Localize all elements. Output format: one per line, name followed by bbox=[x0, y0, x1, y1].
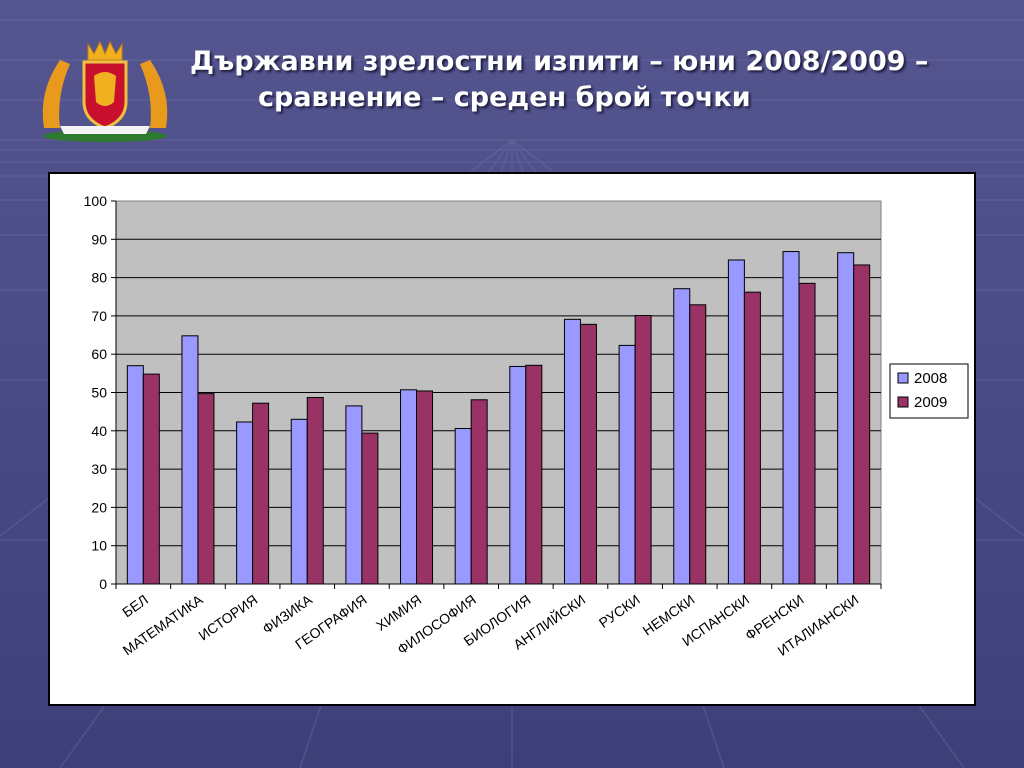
y-tick-label: 80 bbox=[91, 270, 107, 286]
x-tick-label: БЕЛ bbox=[119, 591, 151, 620]
coat-of-arms-logo bbox=[42, 40, 168, 142]
chart-frame: 0 10 20 30 40 50 60 70 80 90 100 БЕЛ МАТЕМАТИКА ИСТОР… bbox=[48, 172, 976, 706]
crown-icon bbox=[87, 40, 123, 61]
legend-swatch bbox=[897, 396, 909, 408]
bar-2009 bbox=[689, 304, 707, 585]
y-tick-label: 90 bbox=[91, 231, 107, 247]
y-tick-label: 20 bbox=[91, 499, 107, 515]
legend-swatch bbox=[897, 372, 909, 384]
bar-2009 bbox=[470, 399, 488, 585]
bar-2008 bbox=[400, 389, 418, 585]
slide-title-line1: Държавни зрелостни изпити – юни 2008/200… bbox=[190, 46, 929, 77]
bar-2008 bbox=[236, 421, 254, 585]
slide-title-line2: сравнение – среден брой точки bbox=[258, 82, 751, 113]
bar-2009 bbox=[853, 264, 871, 585]
bar-2009 bbox=[634, 315, 652, 585]
y-tick-label: 10 bbox=[91, 538, 107, 554]
y-tick-label: 40 bbox=[91, 423, 107, 439]
slide-title: Държавни зрелостни изпити – юни 2008/200… bbox=[190, 44, 1010, 116]
x-tick-label: РУСКИ bbox=[596, 591, 643, 631]
y-tick-label: 50 bbox=[91, 385, 107, 401]
bar-2009 bbox=[743, 291, 761, 585]
bar-2009 bbox=[306, 396, 324, 585]
x-tick-label: ИСТОРИЯ bbox=[195, 591, 260, 643]
bar-2008 bbox=[618, 344, 636, 585]
bar-2008 bbox=[290, 418, 308, 585]
y-tick-label: 30 bbox=[91, 461, 107, 477]
bar-2008 bbox=[673, 288, 691, 585]
y-tick-label: 60 bbox=[91, 346, 107, 362]
legend-label: 2008 bbox=[914, 370, 947, 387]
bar-chart: 0102030405060708090100БЕЛМАТЕМАТИКАИСТОР… bbox=[84, 193, 969, 659]
y-tick-label: 100 bbox=[84, 193, 108, 209]
bar-2008 bbox=[345, 405, 363, 585]
bar-2008 bbox=[727, 259, 745, 585]
bar-2009 bbox=[252, 402, 270, 585]
bar-2009 bbox=[197, 393, 215, 585]
bar-2009 bbox=[579, 323, 597, 585]
bar-2009 bbox=[416, 390, 434, 585]
bar-2008 bbox=[454, 428, 472, 585]
bar-2009 bbox=[361, 432, 379, 585]
coat-ribbon bbox=[60, 126, 150, 134]
bar-2009 bbox=[798, 282, 816, 585]
bar-2008 bbox=[126, 365, 144, 585]
coat-right-lion bbox=[140, 60, 168, 128]
coat-left-lion bbox=[42, 60, 70, 128]
bar-2008 bbox=[563, 318, 581, 585]
bar-2008 bbox=[837, 252, 855, 585]
bar-2008 bbox=[782, 251, 800, 585]
bar-2008 bbox=[509, 365, 527, 585]
bar-2008 bbox=[181, 335, 199, 585]
y-tick-label: 0 bbox=[99, 576, 107, 592]
coat-shield-lion bbox=[94, 72, 116, 106]
legend-label: 2009 bbox=[914, 394, 947, 411]
bar-2009 bbox=[525, 364, 543, 585]
bar-2009 bbox=[142, 373, 160, 585]
y-tick-label: 70 bbox=[91, 308, 107, 324]
